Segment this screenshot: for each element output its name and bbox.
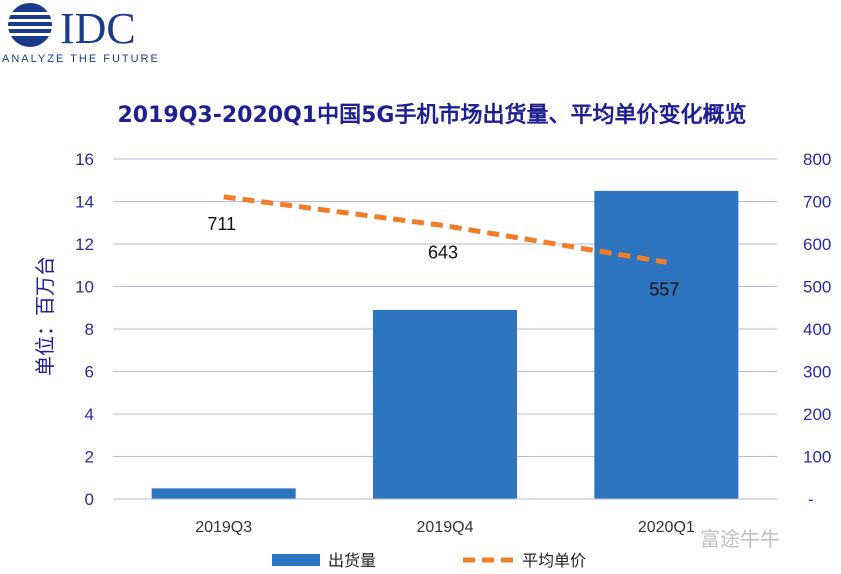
idc-globe-icon [6, 3, 54, 47]
x-tick-label: 2019Q3 [195, 519, 252, 536]
logo-tagline: ANALYZE THE FUTURE [2, 53, 160, 65]
left-tick-label: 12 [75, 235, 94, 254]
price-data-label: 643 [428, 243, 458, 263]
right-tick-label: 800 [803, 150, 831, 169]
left-tick-label: 10 [75, 278, 94, 297]
line-series: 711 643 557 [207, 194, 679, 299]
right-tick-label: 400 [803, 320, 831, 339]
bar-2020Q1 [594, 190, 739, 499]
left-tick-label: 2 [85, 448, 94, 467]
right-tick-label: 100 [803, 448, 831, 467]
price-data-label: 711 [207, 214, 236, 234]
bar-2019Q4 [373, 309, 517, 499]
left-tick-label: 16 [75, 150, 94, 169]
x-tick-label: 2019Q4 [417, 519, 474, 536]
right-tick-label: 300 [803, 363, 831, 382]
right-tick-label: 500 [803, 278, 831, 297]
legend-line-label: 平均单价 [522, 551, 586, 570]
legend-bar-label: 出货量 [328, 551, 376, 570]
bar-2019Q3 [151, 488, 296, 499]
left-tick-label: 6 [85, 363, 94, 382]
logo-name: IDC [60, 4, 136, 53]
right-tick-label: 600 [803, 235, 831, 254]
left-tick-label: 0 [85, 490, 94, 509]
price-data-label: 557 [649, 279, 679, 299]
right-tick-label: 700 [803, 193, 831, 212]
left-tick-label: 4 [85, 405, 94, 424]
x-axis: 2019Q3 2019Q4 2020Q1 [113, 498, 777, 536]
left-tick-label: 8 [85, 320, 94, 339]
x-tick-label: 2020Q1 [638, 519, 695, 536]
bar-series [151, 190, 739, 499]
legend: 出货量 平均单价 [272, 551, 586, 570]
left-axis: 0 2 4 6 8 10 12 14 16 [75, 150, 94, 509]
idc-logo: IDC ANALYZE THE FUTURE [2, 3, 160, 65]
right-tick-label: - [808, 490, 814, 509]
right-axis: - 100 200 300 400 500 600 700 800 [803, 150, 831, 509]
left-tick-label: 14 [75, 193, 94, 212]
avg-price-line [223, 194, 667, 265]
right-tick-label: 200 [803, 405, 831, 424]
watermark-text: 富途牛牛 [700, 527, 780, 551]
chart-title: 2019Q3-2020Q1中国5G手机市场出货量、平均单价变化概览 [118, 102, 747, 128]
y-axis-label: 单位：百万台 [33, 256, 57, 376]
legend-bar-swatch [272, 554, 320, 566]
